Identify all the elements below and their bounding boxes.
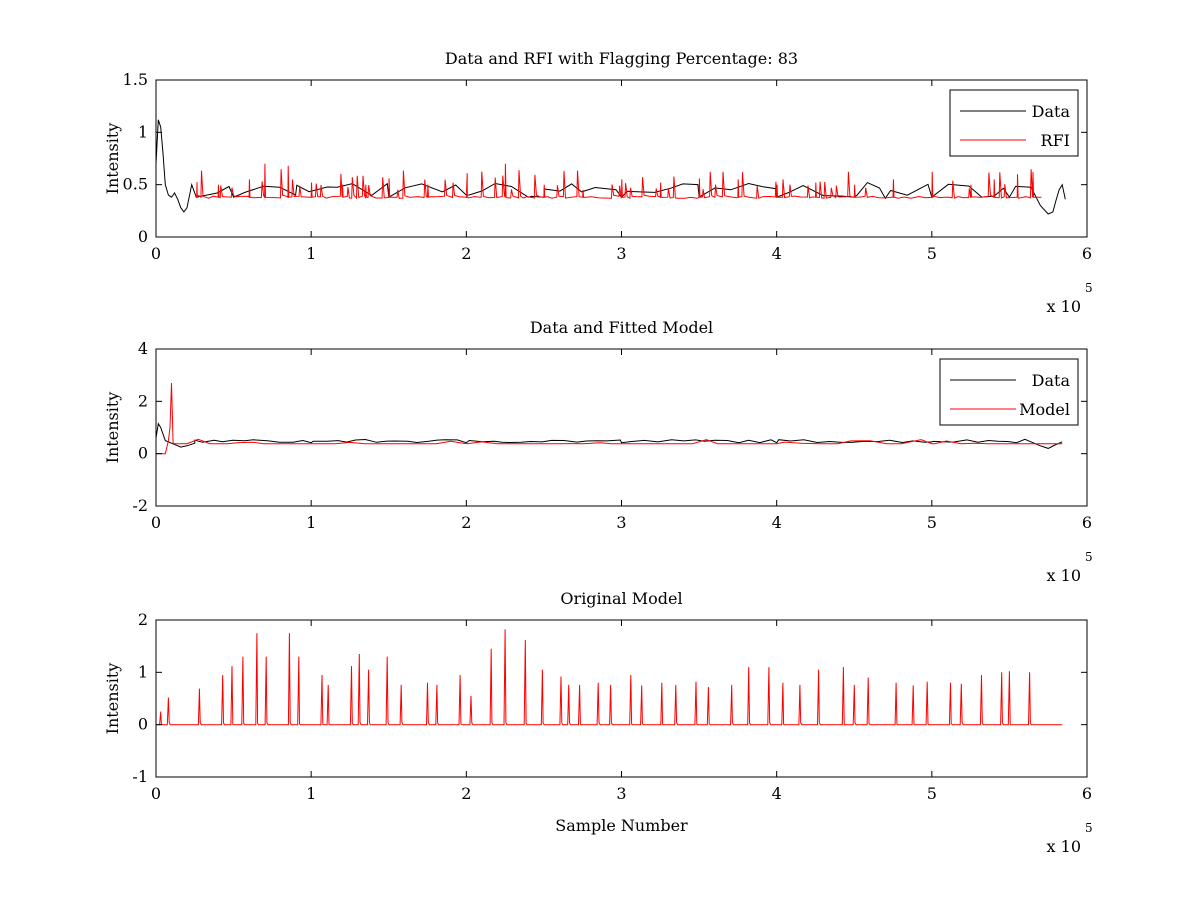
y-axis-label: Intensity: [103, 123, 122, 195]
legend-box: [949, 89, 1079, 157]
x-tick-label: 4: [772, 244, 782, 263]
x-tick-label: 2: [461, 244, 471, 263]
x-tick-label: 5: [927, 513, 937, 532]
y-axis-label: Intensity: [103, 392, 122, 464]
x-tick-label: 3: [616, 244, 626, 263]
x-tick-label: 2: [461, 784, 471, 803]
y-axis-label: Intensity: [103, 663, 122, 735]
x-tick-label: 3: [616, 784, 626, 803]
x-tick-label: 1: [306, 244, 316, 263]
x-axis-label: Sample Number: [555, 816, 688, 835]
series-group: [156, 382, 1063, 455]
y-tick-label: 1: [138, 662, 148, 681]
x-multiplier-exponent: 5: [1085, 821, 1093, 835]
x-tick-label: 6: [1082, 784, 1092, 803]
series-line-model: [156, 382, 1063, 455]
x-tick-label: 1: [306, 513, 316, 532]
x-multiplier: x 10: [1047, 566, 1081, 585]
legend: Data Model: [939, 358, 1079, 426]
x-tick-label: 6: [1082, 513, 1092, 532]
x-tick-label: 5: [927, 784, 937, 803]
legend-label-model: Model: [1019, 400, 1070, 419]
series-group: [156, 119, 1066, 215]
x-tick-label: 1: [306, 784, 316, 803]
x-multiplier-exponent: 5: [1085, 550, 1093, 564]
y-tick-label: -1: [132, 767, 148, 786]
legend-label-data: Data: [1032, 371, 1071, 390]
y-tick-label: 2: [138, 610, 148, 629]
plot-area: [155, 348, 1088, 507]
y-tick-label: -2: [132, 496, 148, 515]
legend-label-data: Data: [1032, 102, 1071, 121]
y-tick-label: 0: [138, 444, 148, 463]
plot-area: [155, 79, 1088, 238]
panel-1: 0 1 2 3 4 5 6 0 0.5 1 1.5 Data and RFI with Flaggin…: [103, 49, 1093, 316]
x-multiplier-exponent: 5: [1085, 281, 1093, 295]
chart-title: Data and Fitted Model: [530, 318, 713, 337]
y-tick-label: 2: [138, 391, 148, 410]
y-tick-label: 4: [138, 339, 148, 358]
x-tick-label: 2: [461, 513, 471, 532]
x-multiplier: x 10: [1047, 837, 1081, 856]
series-line-data: [156, 422, 1063, 449]
x-tick-label: 3: [616, 513, 626, 532]
x-tick-label: 5: [927, 244, 937, 263]
chart-title: Data and RFI with Flagging Percentage: 8…: [445, 49, 798, 68]
y-tick-label: 1.5: [123, 70, 148, 89]
y-tick-label: 0.5: [123, 175, 148, 194]
legend-label-rfi: RFI: [1041, 131, 1070, 150]
series-line-rfi: [195, 163, 1042, 200]
x-tick-label: 6: [1082, 244, 1092, 263]
legend-box: [939, 358, 1079, 426]
plot-area: [155, 619, 1088, 778]
y-tick-label: 1: [138, 122, 148, 141]
x-tick-label: 0: [151, 244, 161, 263]
x-tick-label: 4: [772, 513, 782, 532]
y-tick-label: 0: [138, 715, 148, 734]
x-multiplier: x 10: [1047, 297, 1081, 316]
series-line-model: [156, 629, 1063, 726]
series-group: [156, 629, 1063, 726]
legend: Data RFI: [949, 89, 1079, 157]
series-line-data: [156, 119, 1066, 215]
x-tick-label: 4: [772, 784, 782, 803]
y-tick-label: 0: [138, 227, 148, 246]
chart-title: Original Model: [560, 589, 682, 608]
x-tick-label: 0: [151, 513, 161, 532]
x-tick-label: 0: [151, 784, 161, 803]
